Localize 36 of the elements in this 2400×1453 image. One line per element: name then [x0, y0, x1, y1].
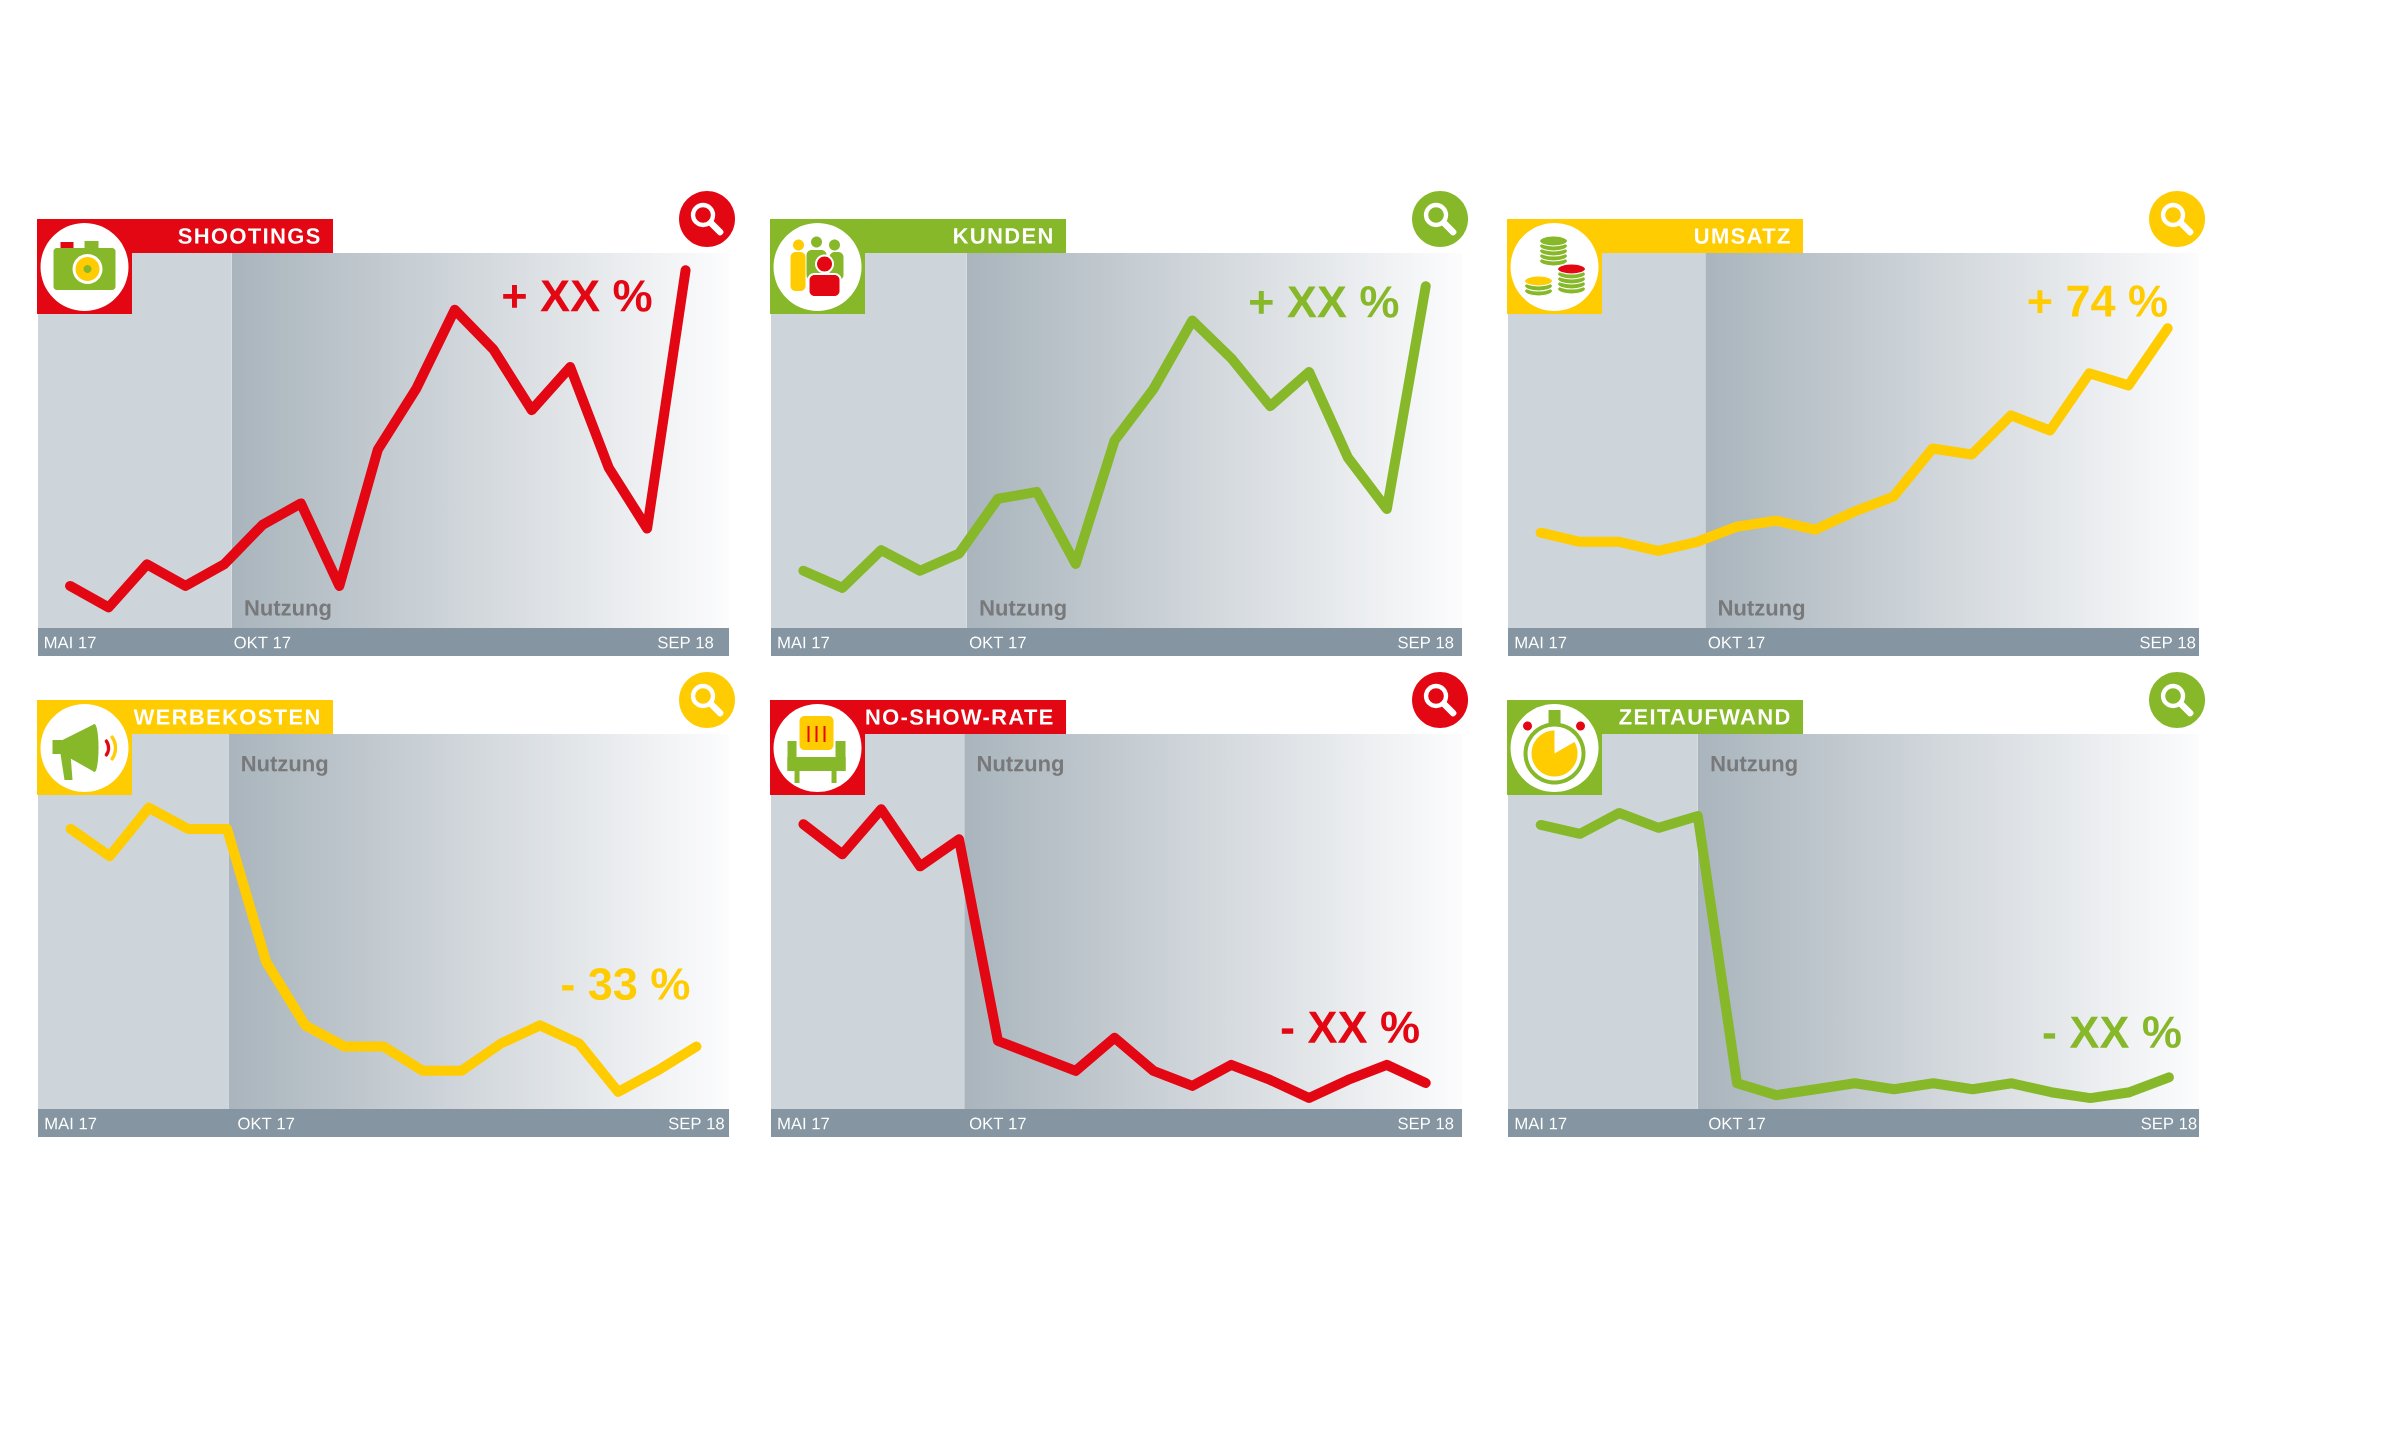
chart-title: WERBEKOSTEN — [133, 709, 319, 725]
annotation: - XX % — [2043, 1016, 2181, 1049]
band-label: Nutzung — [980, 600, 1066, 621]
chart-title: UMSATZ — [1695, 228, 1790, 244]
x-tick-label: MAI 17 — [778, 1117, 829, 1130]
x-tick-label: MAI 17 — [1515, 636, 1567, 649]
chart-title: KUNDEN — [954, 228, 1052, 244]
x-tick-label: SEP 18 — [1398, 636, 1454, 649]
x-tick-label: SEP 18 — [2140, 636, 2196, 649]
chart-title: ZEITAUFWAND — [1619, 709, 1790, 725]
x-tick-label: SEP 18 — [658, 636, 714, 649]
annotation: + XX % — [503, 280, 652, 312]
text: + 74 % — [2028, 285, 2167, 317]
x-tick-label: MAI 17 — [45, 1117, 97, 1130]
x-tick-label: OKT 17 — [969, 1117, 1026, 1130]
x-tick-label: MAI 17 — [1515, 1117, 1567, 1130]
chart-title: NO-SHOW-RATE — [866, 709, 1053, 725]
x-tick-label: SEP 18 — [1398, 1117, 1454, 1130]
x-tick-label: OKT 17 — [234, 636, 291, 649]
x-tick-label: MAI 17 — [45, 636, 96, 649]
chart-title: SHOOTINGS — [178, 228, 320, 244]
x-tick-label: MAI 17 — [778, 636, 829, 649]
x-tick-label: OKT 17 — [969, 636, 1026, 649]
band-label: Nutzung — [1719, 600, 1805, 621]
band-label: Nutzung — [242, 756, 328, 776]
x-tick-label: OKT 17 — [1708, 636, 1765, 649]
annotation: - XX % — [1281, 1011, 1419, 1044]
band-label: Nutzung — [977, 756, 1064, 776]
band-label: Nutzung — [1711, 756, 1797, 776]
annotation: + XX % — [1250, 286, 1399, 318]
x-tick-label: OKT 17 — [238, 1117, 295, 1130]
band-label: Nutzung — [245, 600, 331, 621]
x-tick-label: SEP 18 — [2141, 1117, 2197, 1130]
x-tick-label: OKT 17 — [1709, 1117, 1765, 1130]
x-tick-label: SEP 18 — [668, 1117, 724, 1130]
annotation: - 33 % — [562, 968, 690, 1001]
